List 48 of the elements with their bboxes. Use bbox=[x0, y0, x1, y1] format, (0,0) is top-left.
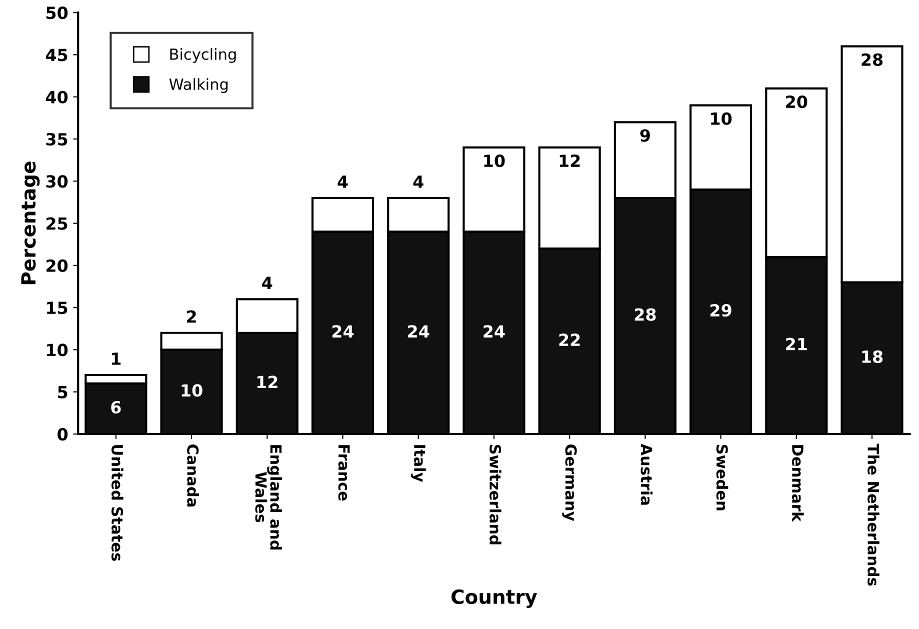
y-tick-label: 25 bbox=[46, 217, 68, 230]
x-tick-label: Italy bbox=[410, 445, 426, 482]
y-tick-label: 50 bbox=[46, 6, 68, 20]
data-label: 24 bbox=[332, 325, 354, 338]
y-tick-label: 40 bbox=[46, 90, 68, 104]
x-tick-label: The Netherlands bbox=[868, 444, 880, 586]
y-tick-label: 45 bbox=[46, 48, 68, 62]
data-label: 29 bbox=[710, 304, 732, 317]
y-tick-label: 15 bbox=[47, 302, 68, 314]
data-label: 4 bbox=[338, 176, 348, 188]
data-label: 28 bbox=[862, 53, 883, 66]
data-label: 10 bbox=[182, 384, 202, 397]
x-tick-label: Sweden bbox=[716, 444, 728, 510]
data-label: 18 bbox=[862, 350, 883, 363]
data-label: 24 bbox=[484, 325, 505, 338]
data-label: 9 bbox=[640, 129, 650, 142]
data-label: 4 bbox=[413, 176, 424, 188]
x-tick-label: Germany bbox=[562, 444, 577, 521]
x-tick-label: England and Wales bbox=[255, 445, 282, 550]
data-label: 10 bbox=[711, 112, 732, 125]
y-tick-label: 0 bbox=[58, 428, 68, 441]
data-label: 28 bbox=[634, 308, 656, 321]
y-tick-label: 30 bbox=[46, 175, 68, 188]
data-label: 6 bbox=[111, 400, 121, 414]
y-axis-title: Percentage bbox=[21, 162, 40, 284]
data-label: 12 bbox=[560, 154, 580, 167]
x-tick-label: Austria bbox=[640, 444, 653, 505]
y-tick-label: 35 bbox=[46, 132, 68, 146]
x-tick-label: United States bbox=[111, 445, 124, 561]
x-axis-title: Country bbox=[451, 589, 538, 608]
legend-label: Walking bbox=[169, 78, 228, 93]
x-tick-label: Denmark bbox=[792, 445, 804, 522]
x-tick-label: France bbox=[338, 445, 350, 501]
legend-label: Bicycling bbox=[170, 48, 236, 63]
data-label: 10 bbox=[484, 154, 505, 168]
x-tick-label: Switzerland bbox=[490, 444, 502, 544]
y-tick-label: 20 bbox=[46, 259, 68, 272]
y-tick-label: 10 bbox=[47, 344, 68, 356]
data-label: 22 bbox=[559, 334, 580, 346]
x-tick-label: Canada bbox=[187, 444, 199, 506]
data-label: 1 bbox=[112, 352, 121, 365]
data-label: 12 bbox=[257, 376, 278, 388]
data-label: 2 bbox=[187, 310, 196, 323]
data-label: 24 bbox=[408, 325, 430, 338]
data-label: 4 bbox=[262, 276, 272, 289]
data-label: 20 bbox=[786, 95, 808, 108]
y-tick-label: 5 bbox=[58, 386, 68, 398]
data-label: 21 bbox=[786, 338, 807, 350]
